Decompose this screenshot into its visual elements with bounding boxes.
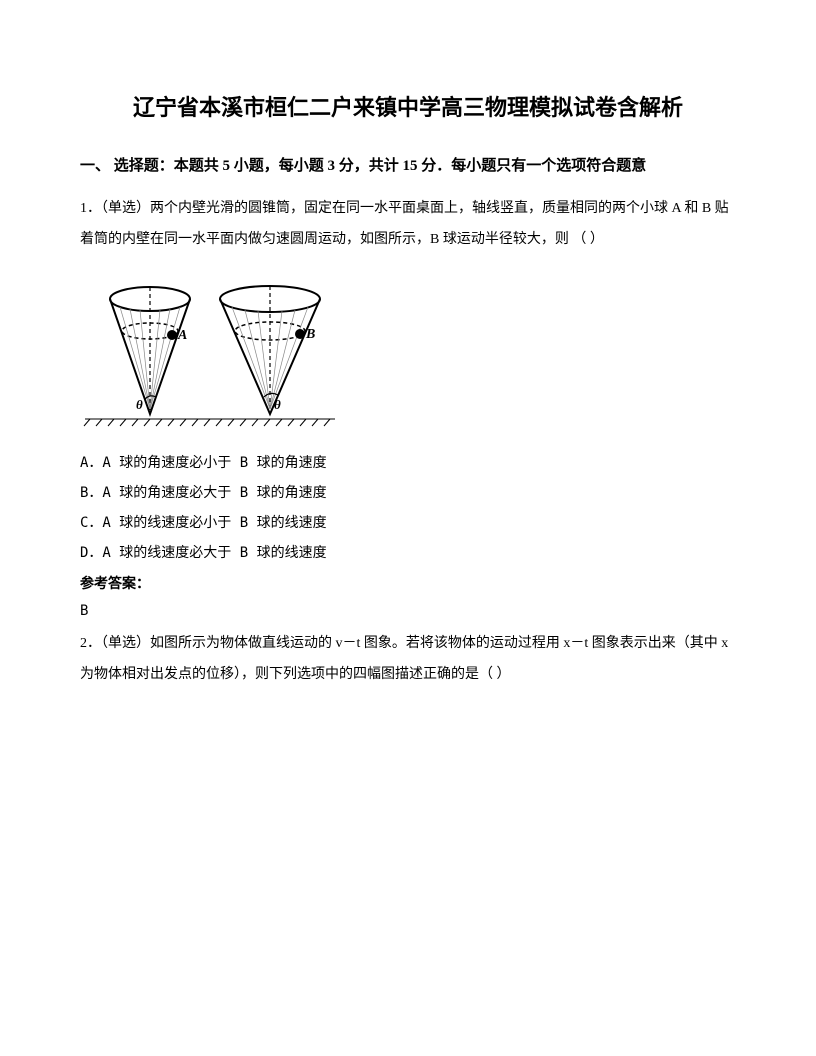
theta-right: θ: [274, 397, 281, 412]
q1-options: A．A 球的角速度必小于 B 球的角速度 B．A 球的角速度必大于 B 球的角速…: [80, 449, 736, 567]
q1-option-c: C．A 球的线速度必小于 B 球的线速度: [80, 509, 736, 537]
q1-text: 1．（单选）两个内壁光滑的圆锥筒，固定在同一水平面桌面上，轴线竖直，质量相同的两…: [80, 194, 736, 256]
q2-text: 2．（单选）如图所示为物体做直线运动的 v－t 图象。若将该物体的运动过程用 x…: [80, 629, 736, 691]
q1-option-a: A．A 球的角速度必小于 B 球的角速度: [80, 449, 736, 477]
q1-option-d: D．A 球的线速度必大于 B 球的线速度: [80, 539, 736, 567]
q1-option-b: B．A 球的角速度必大于 B 球的角速度: [80, 479, 736, 507]
q1-figure: A θ B θ: [80, 264, 736, 439]
label-b: B: [305, 327, 315, 342]
page-title: 辽宁省本溪市桓仁二户来镇中学高三物理模拟试卷含解析: [80, 90, 736, 125]
section-header: 一、 选择题：本题共 5 小题，每小题 3 分，共计 15 分．每小题只有一个选…: [80, 153, 736, 180]
q1-answer: B: [80, 603, 736, 619]
theta-left: θ: [136, 397, 143, 412]
label-a: A: [177, 328, 187, 343]
q1-answer-label: 参考答案：: [80, 573, 736, 593]
